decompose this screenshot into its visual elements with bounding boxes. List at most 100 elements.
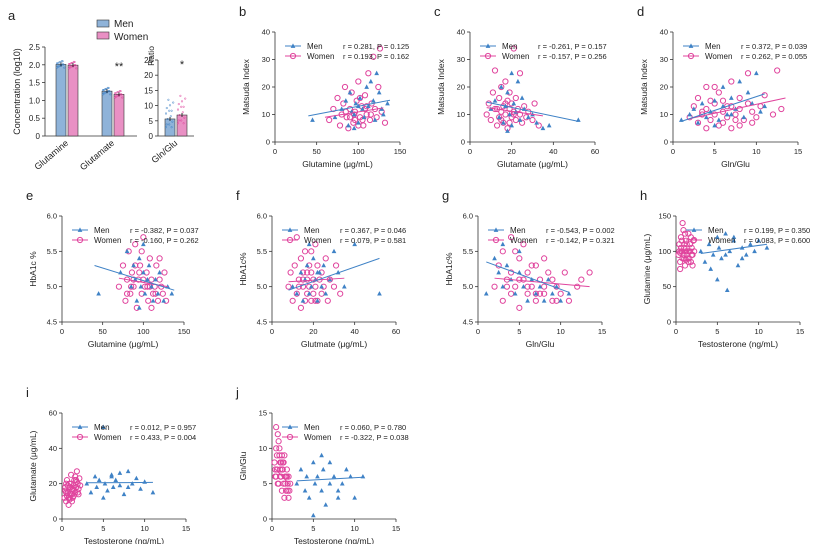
- y-tick-label: 5: [263, 479, 267, 488]
- men-point: [716, 117, 722, 122]
- women-point: [285, 283, 292, 290]
- x-tick-label: 40: [350, 327, 358, 336]
- bar-point: [117, 91, 120, 94]
- x-tick-label: 0: [270, 524, 274, 533]
- women-point: [524, 290, 531, 297]
- men-point: [380, 111, 386, 117]
- men-point: [113, 477, 119, 482]
- x-tick-label: 100: [137, 327, 150, 336]
- y-tick-label: 6.0: [257, 212, 267, 221]
- legend-women-label: Women: [114, 32, 148, 43]
- women-point: [703, 125, 710, 132]
- women-point: [334, 94, 341, 102]
- men-point: [752, 248, 757, 254]
- women-point: [553, 297, 560, 304]
- men-point: [331, 474, 337, 479]
- men-point: [304, 262, 310, 268]
- women-point: [308, 297, 315, 304]
- men-point: [385, 100, 390, 106]
- bar-point: [168, 123, 171, 126]
- y-tick-label: 4.5: [47, 318, 57, 327]
- men-point: [138, 284, 144, 289]
- men-point: [353, 100, 359, 106]
- men-point: [496, 269, 502, 275]
- women-point: [322, 255, 329, 262]
- men-point: [737, 78, 743, 84]
- bar-point: [55, 62, 59, 65]
- men-point: [695, 120, 701, 125]
- bar-point: [114, 95, 117, 98]
- y-tick-label: 0.5: [29, 114, 41, 123]
- women-point: [736, 94, 743, 102]
- men-point: [306, 495, 312, 500]
- stats-men: r = 0.372, P = 0.039: [741, 42, 807, 51]
- x-axis-title: Glutamine (μg/mL): [302, 159, 373, 169]
- bar-point: [67, 63, 71, 66]
- men-fit-line: [681, 93, 765, 122]
- stats-men: r = 0.199, P = 0.350: [744, 226, 810, 235]
- men-point: [315, 474, 320, 479]
- women-point: [749, 108, 756, 115]
- men-point: [319, 452, 324, 458]
- men-point: [364, 84, 370, 89]
- bar-point: [56, 62, 59, 65]
- women-point: [528, 262, 535, 269]
- women-point: [367, 111, 374, 118]
- y-axis-title: Glutamate (μg/mL): [28, 430, 38, 501]
- women-point: [489, 89, 497, 96]
- women-fit-line: [486, 107, 543, 117]
- bar-point: [180, 119, 183, 122]
- bar-point: [169, 115, 172, 118]
- women-point: [132, 241, 139, 248]
- women-point: [578, 276, 585, 283]
- men-point: [691, 106, 697, 111]
- women-point: [293, 234, 300, 241]
- legend-men-marker: [691, 227, 697, 232]
- bar-point: [57, 65, 60, 68]
- men-point: [327, 459, 333, 465]
- x-tick-label: 10: [556, 327, 564, 336]
- bar: [67, 64, 79, 137]
- women-point: [506, 105, 513, 113]
- men-point: [764, 245, 770, 250]
- stats-men: r = 0.060, P = 0.780: [340, 423, 406, 432]
- x-tick-label: 10: [350, 524, 358, 533]
- legend-men-label: Men: [510, 226, 526, 235]
- men-point: [347, 89, 353, 95]
- y-tick-label: 15: [259, 409, 267, 418]
- legend-men-label: Men: [708, 226, 724, 235]
- x-tick-label: 40: [549, 147, 557, 156]
- men-point: [723, 252, 728, 257]
- y-tick-label: 5.5: [47, 247, 57, 256]
- x-tick-label: 50: [312, 147, 320, 156]
- men-point: [361, 114, 367, 120]
- x-tick-label: 0: [270, 327, 274, 336]
- y-axis-title: HbA1c %: [28, 251, 38, 287]
- men-point: [134, 475, 139, 481]
- men-point: [699, 100, 705, 106]
- x-tick-label: 0: [674, 327, 678, 336]
- x-tick-label: 0: [468, 147, 472, 156]
- bar-point: [179, 94, 182, 97]
- women-point: [295, 283, 302, 290]
- women-point: [496, 94, 503, 102]
- legend-men-marker: [290, 43, 296, 48]
- stats-women: r = -0.160, P = 0.262: [130, 236, 199, 245]
- women-point: [278, 487, 286, 494]
- men-point: [492, 98, 498, 103]
- men-point: [84, 481, 90, 486]
- women-point: [277, 459, 284, 466]
- bar-point: [164, 112, 168, 115]
- men-point: [762, 103, 768, 109]
- men-point: [125, 468, 131, 474]
- y-tick-label: 0: [263, 515, 267, 524]
- legend-women-label: Women: [502, 52, 529, 61]
- men-point: [310, 117, 315, 122]
- y-axis-title: Concentration (log10): [12, 48, 22, 135]
- men-point: [149, 284, 154, 289]
- bar-point: [113, 92, 117, 95]
- y-tick-label: 5.0: [463, 282, 473, 291]
- men-point: [741, 114, 747, 120]
- men-point: [368, 78, 374, 84]
- bar-point: [180, 105, 183, 108]
